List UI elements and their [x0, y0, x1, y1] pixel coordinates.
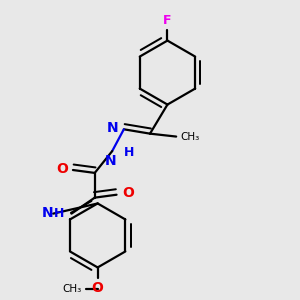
Text: H: H [54, 207, 64, 220]
Text: O: O [92, 280, 103, 295]
Text: CH₃: CH₃ [62, 284, 82, 294]
Text: CH₃: CH₃ [181, 132, 200, 142]
Text: N: N [41, 206, 53, 220]
Text: O: O [56, 162, 68, 176]
Text: N: N [105, 154, 116, 168]
Text: N: N [107, 121, 118, 135]
Text: O: O [122, 186, 134, 200]
Text: H: H [124, 146, 134, 159]
Text: F: F [163, 14, 172, 27]
